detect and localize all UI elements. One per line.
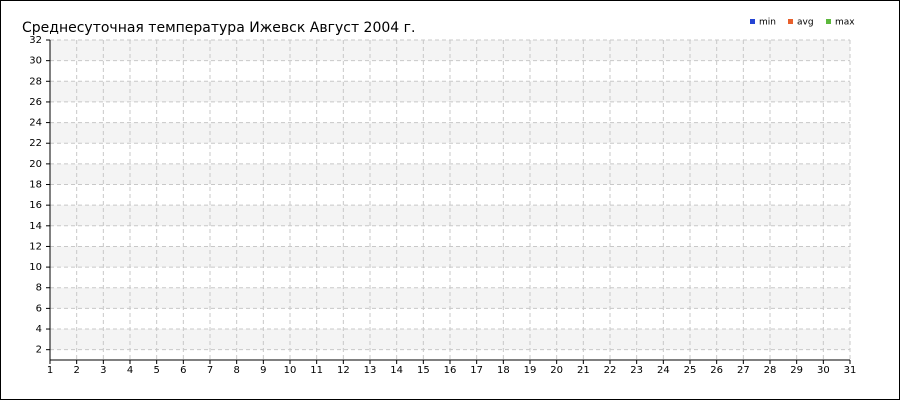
y-tick-label: 28 (29, 76, 42, 87)
x-tick-label: 6 (180, 365, 186, 376)
y-tick-label: 14 (29, 221, 42, 232)
x-tick-label: 10 (284, 365, 297, 376)
legend-swatch (750, 19, 755, 24)
legend-label: max (835, 18, 855, 28)
y-tick-label: 32 (29, 35, 42, 46)
y-tick-label: 24 (29, 118, 42, 129)
x-tick-label: 13 (364, 365, 377, 376)
x-tick-label: 7 (207, 365, 213, 376)
x-tick-label: 23 (630, 365, 643, 376)
x-tick-label: 21 (577, 365, 590, 376)
y-tick-label: 8 (36, 283, 42, 294)
legend-label: avg (797, 18, 814, 28)
band (50, 287, 850, 309)
y-tick-label: 2 (36, 345, 42, 356)
chart-title: Среднесуточная температура Ижевск Август… (22, 20, 415, 36)
band (50, 329, 850, 350)
x-tick-label: 14 (390, 365, 403, 376)
y-tick-label: 4 (36, 324, 42, 335)
x-tick-label: 16 (444, 365, 457, 376)
x-tick-label: 27 (737, 365, 750, 376)
x-tick-label: 29 (790, 365, 803, 376)
y-tick-label: 30 (29, 56, 42, 67)
x-tick-label: 5 (153, 365, 159, 376)
x-tick-label: 18 (497, 365, 510, 376)
y-tick-label: 6 (36, 303, 42, 314)
y-tick-label: 22 (29, 138, 42, 149)
x-tick-label: 9 (260, 365, 266, 376)
band (50, 246, 850, 268)
x-tick-label: 1 (47, 365, 53, 376)
x-tick-label: 2 (73, 365, 79, 376)
x-tick-label: 15 (417, 365, 430, 376)
x-tick-label: 12 (337, 365, 350, 376)
x-tick-label: 17 (470, 365, 483, 376)
y-tick-label: 12 (29, 241, 42, 252)
x-tick-label: 28 (764, 365, 777, 376)
x-tick-label: 20 (550, 365, 563, 376)
y-tick-label: 10 (29, 262, 42, 273)
x-tick-label: 8 (233, 365, 239, 376)
y-tick-label: 26 (29, 97, 42, 108)
x-tick-label: 24 (657, 365, 670, 376)
x-tick-label: 3 (100, 365, 106, 376)
x-tick-label: 22 (604, 365, 617, 376)
y-tick-label: 16 (29, 200, 42, 211)
y-tick-label: 18 (29, 180, 42, 191)
y-tick-label: 20 (29, 159, 42, 170)
x-tick-label: 4 (127, 365, 133, 376)
legend-label: min (759, 18, 776, 28)
x-tick-label: 31 (844, 365, 857, 376)
x-tick-label: 26 (710, 365, 723, 376)
x-tick-label: 19 (524, 365, 537, 376)
x-tick-label: 30 (817, 365, 830, 376)
legend-swatch (788, 19, 793, 24)
x-tick-label: 25 (684, 365, 697, 376)
legend-swatch (826, 19, 831, 24)
x-tick-label: 11 (310, 365, 323, 376)
